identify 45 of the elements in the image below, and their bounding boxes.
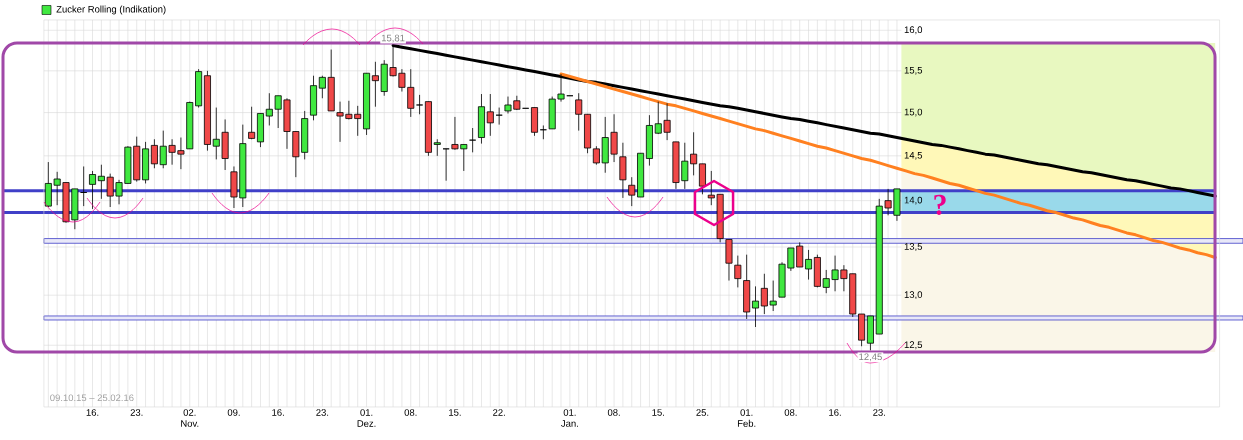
y-tick-label: 15,0 xyxy=(904,108,923,117)
candlestick xyxy=(628,176,636,207)
x-tick-label: 25. xyxy=(696,409,709,416)
y-tick-label: 13,0 xyxy=(904,291,923,300)
x-tick-label: 08. xyxy=(404,409,417,416)
y-tick-label: 14,0 xyxy=(904,196,923,205)
candlestick xyxy=(469,127,477,153)
legend-label: Zucker Rolling (Indikation) xyxy=(56,5,166,15)
y-tick-label: 13,5 xyxy=(904,243,923,251)
x-tick-label: 23. xyxy=(130,409,143,416)
x-tick-label: 16. xyxy=(829,409,841,416)
candlestick xyxy=(248,106,256,140)
y-tick-label: 16,0 xyxy=(904,26,923,35)
x-tick-label: 01. Dez. xyxy=(357,409,376,427)
candlestick xyxy=(752,285,759,328)
x-tick-label: 09. xyxy=(227,409,240,416)
y-tick-label: 14,5 xyxy=(904,151,923,160)
x-tick-label: 15. xyxy=(449,409,461,416)
x-tick-label: 16. xyxy=(86,409,99,416)
candlestick xyxy=(486,93,494,137)
x-tick-label: 08. xyxy=(607,409,620,416)
candlestick xyxy=(416,94,424,115)
annotation: 12,45 xyxy=(859,353,882,362)
candlestick xyxy=(698,163,706,195)
x-tick-label: 08. xyxy=(784,409,797,416)
candlestick xyxy=(89,170,97,210)
candlestick xyxy=(734,255,742,288)
candlestick xyxy=(433,138,441,157)
x-tick-label: 01. Jan. xyxy=(561,409,578,427)
x-tick-label: 16. xyxy=(272,409,284,416)
x-tick-label: 15. xyxy=(652,409,664,416)
candlestick xyxy=(619,142,627,199)
candlestick xyxy=(575,92,583,132)
x-tick-label: 23. xyxy=(873,409,885,416)
candlestick xyxy=(725,239,733,281)
x-tick-label: 23. xyxy=(316,409,329,416)
x-tick-label: 02. Nov. xyxy=(181,409,199,427)
annotation: ? xyxy=(934,194,946,216)
x-tick-label: 22. xyxy=(493,409,505,416)
y-tick-label: 12,5 xyxy=(904,341,923,350)
x-tick-label: 01. Feb. xyxy=(737,409,756,427)
annotation: 09.10.15 – 25.02.16 xyxy=(50,394,134,402)
y-tick-label: 15,5 xyxy=(904,66,923,75)
annotation: 15,81 xyxy=(381,34,405,43)
candlestick xyxy=(805,249,813,280)
